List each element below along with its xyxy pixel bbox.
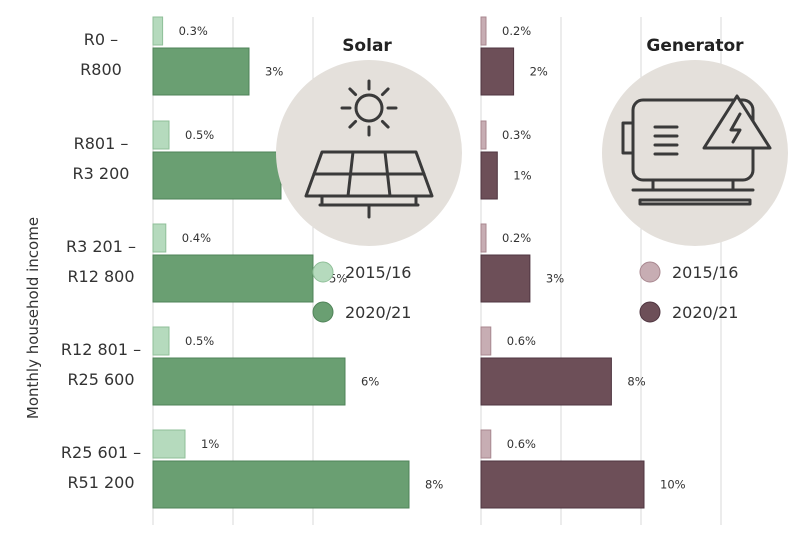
legend-marker [312,301,334,323]
bar [152,326,170,356]
bar [480,326,492,356]
bar [152,223,167,253]
data-label: 0.2% [502,24,531,38]
bar [480,47,515,96]
legend-marker [312,261,334,283]
panel-title: Generator [646,36,744,56]
bar [152,16,164,46]
panel-title: Solar [342,36,392,56]
data-label: 5% [329,272,347,286]
bar [152,429,186,459]
data-label: 10% [660,478,686,492]
bar [152,151,282,200]
bar [480,223,487,253]
bar [480,429,492,459]
data-label: 0.3% [179,24,208,38]
data-label: 0.5% [185,128,214,142]
category-label: R25 600 [67,370,134,389]
legend-label: 2015/16 [345,263,411,282]
category-label: R801 – [74,134,129,153]
data-label: 3% [265,65,283,79]
bar [480,151,498,200]
category-label: R25 601 – [61,443,141,462]
bar [480,357,612,406]
bar [480,120,487,150]
data-label: 0.2% [502,231,531,245]
legend-marker [639,261,661,283]
bar [480,460,645,509]
bar [152,254,314,303]
bar [480,16,487,46]
data-label: 2% [530,65,548,79]
data-label: 1% [513,169,531,183]
category-label: R3 201 – [66,237,136,256]
data-label: 8% [425,478,443,492]
category-label: R12 801 – [61,340,141,359]
y-axis-label: Monthly household income [24,217,42,419]
category-label: R0 – [84,30,118,49]
legend-marker [639,301,661,323]
legend-label: 2020/21 [345,303,411,322]
category-label: R12 800 [67,267,134,286]
legend-label: 2015/16 [672,263,738,282]
category-label: R3 200 [73,164,130,183]
data-label: 8% [627,375,645,389]
data-label: 0.6% [507,334,536,348]
legend-label: 2020/21 [672,303,738,322]
data-label: 1% [201,437,219,451]
data-label: 0.6% [507,437,536,451]
data-label: 6% [361,375,379,389]
data-label: 0.4% [182,231,211,245]
bar [152,357,346,406]
generator-icon [602,60,788,246]
bar [152,460,410,509]
bar [480,254,531,303]
bar [152,47,250,96]
category-label: R800 [80,60,122,79]
category-label: R51 200 [67,473,134,492]
data-label: 0.3% [502,128,531,142]
solar-panel-sun-icon [276,60,462,246]
data-label: 3% [546,272,564,286]
bar [152,120,170,150]
data-label: 0.5% [185,334,214,348]
